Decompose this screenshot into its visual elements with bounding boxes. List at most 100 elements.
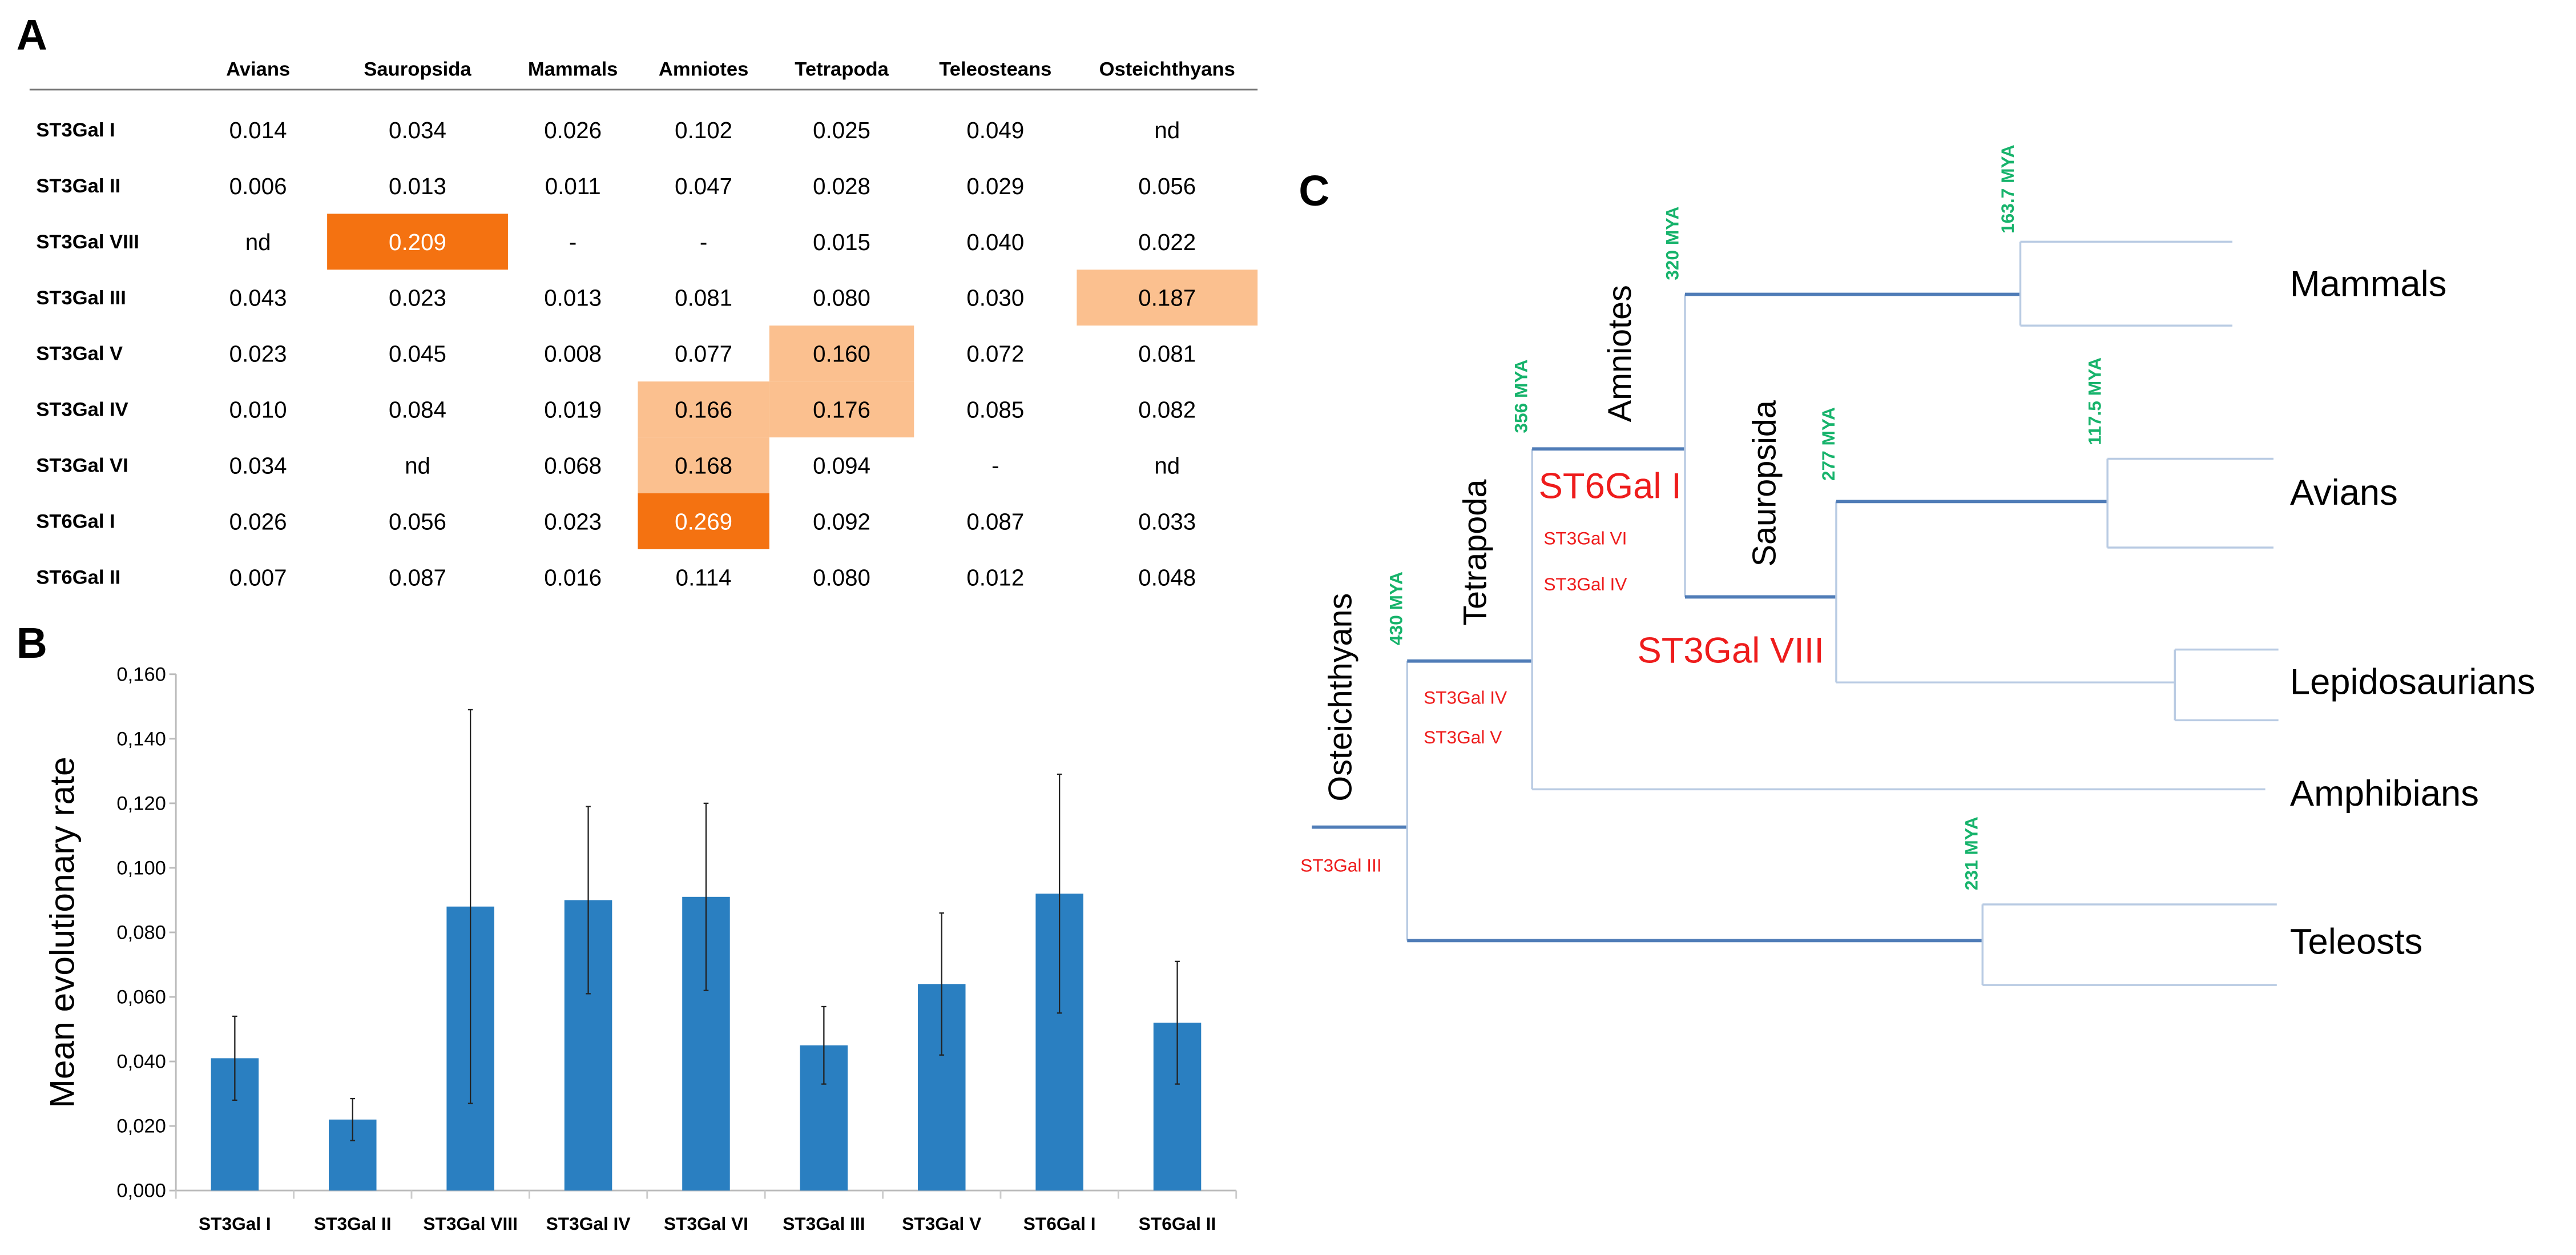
branch-amphibians [1531,449,2265,791]
y-tick-label: 0,140 [116,728,166,750]
table-cell: 0.080 [813,284,871,311]
table-cell: 0.023 [544,508,602,535]
table-cell: 0.084 [389,396,446,423]
table-cell: 0.102 [675,116,733,143]
table-cell: - [699,228,708,255]
table-cell: 0.034 [229,452,287,479]
table-cell: 0.085 [966,396,1025,423]
table-cell: 0.081 [675,284,733,311]
table-cell: 0.082 [1138,396,1196,423]
tip-avians [2106,457,2274,549]
clade-osteichthyans: Osteichthyans [1322,593,1358,802]
highlighted-cell: 0.209 [327,214,508,270]
y-tick-label: 0,020 [116,1116,166,1137]
taxon-amphibians: Amphibians [2290,774,2479,814]
table-cell: 0.023 [229,340,287,367]
column-header-osteichthyans: Osteichthyans [1099,57,1235,81]
table-cell: 0.034 [389,116,446,143]
gene-st3gal6-amniotes: ST3Gal VI [1543,528,1627,548]
table-cell: 0.043 [229,284,287,311]
table-row: ST3Gal II 0.006 0.013 0.011 0.047 0.028 0.029 0… [30,158,1257,214]
divergence-time-320: 320 MYA [1662,207,1682,280]
table-cell: 0.092 [813,508,871,535]
column-header-sauropsida: Sauropsida [364,57,471,81]
highlighted-cell: 0.187 [1077,269,1258,326]
table-cell: 0.068 [544,452,602,479]
divergence-time-430: 430 MYA [1386,572,1406,645]
table-cell: 0.049 [966,116,1025,143]
table-cell: 0.030 [966,284,1025,311]
x-tick-label: ST3Gal II [314,1213,392,1234]
table-row: ST6Gal II 0.007 0.087 0.016 0.114 0.080 0.012 0… [30,549,1257,605]
table-cell: 0.081 [1138,340,1196,367]
column-header-mammals: Mammals [527,57,618,81]
x-tick-label: ST3Gal VIII [423,1213,517,1234]
table-cell: 0.087 [389,564,446,590]
clade-sauropsida: Sauropsida [1746,400,1783,566]
table-row: ST3Gal IV 0.010 0.084 0.019 0.166 0.176 0.085 0… [30,381,1257,438]
table-cell: nd [405,452,430,479]
table-cell: 0.087 [966,508,1025,535]
table-cell: 0.023 [389,284,446,311]
table-cell: 0.040 [966,228,1025,255]
y-tick-label: 0,080 [116,922,166,943]
table-cell: - [569,228,577,255]
column-header-avians: Avians [226,57,291,81]
table-cell: 0.033 [1138,508,1196,535]
table-cell: 0.077 [675,340,733,367]
panel-label-a: A [16,10,47,59]
table-cell: 0.008 [544,340,602,367]
table-cell: 0.048 [1138,564,1196,590]
row-label: ST3Gal II [36,174,121,198]
table-cell: 0.056 [1138,172,1196,199]
y-tick-label: 0,040 [116,1051,166,1073]
table-cell: 0.013 [544,284,602,311]
x-tick-label: ST3Gal IV [546,1213,631,1234]
table-cell: 0.026 [229,508,287,535]
x-tick-label: ST6Gal I [1023,1213,1096,1234]
row-label: ST3Gal VIII [36,230,139,254]
x-tick-label: ST3Gal III [783,1213,865,1234]
highlighted-cell: 0.168 [638,437,769,494]
clade-amniotes: Amniotes [1602,285,1638,422]
row-label: ST3Gal IV [36,397,128,421]
table-cell: 0.016 [544,564,602,590]
divergence-time-117-5: 117.5 MYA [2085,357,2105,445]
x-tick-label: ST3Gal I [199,1213,271,1234]
table-cell: 0.080 [813,564,871,590]
x-tick-label: ST3Gal V [902,1213,981,1234]
highlighted-cell: 0.269 [638,493,769,549]
divergence-time-231: 231 MYA [1961,816,1982,890]
table-cell: 0.012 [966,564,1025,590]
table-row: ST3Gal III 0.043 0.023 0.013 0.081 0.080 0.030… [30,269,1258,326]
tip-mammals [2019,240,2233,327]
bar-chart: 0,000 0,020 0,040 0,060 0,080 0,100 0,120 0,140… [116,663,1237,1234]
panel-label-c: C [1299,167,1329,215]
taxon-avians: Avians [2290,473,2398,513]
phylogenetic-tree: C Mammals Avians Lepidosaurians Amp [1299,144,2535,986]
table-row: ST3Gal V 0.023 0.045 0.008 0.077 0.160 0.072 0.… [30,325,1257,382]
table-cell: 0.025 [813,116,871,143]
table-cell: 0.114 [675,564,732,590]
divergence-time-356: 356 MYA [1511,359,1531,433]
x-tick-label: ST6Gal II [1139,1213,1216,1234]
column-header-amniotes: Amniotes [658,57,749,81]
row-label: ST3Gal III [36,286,126,309]
y-tick-label: 0,060 [116,987,166,1008]
row-label: ST6Gal I [36,509,115,533]
gene-st3gal4-tetrapoda: ST3Gal IV [1424,687,1507,708]
tip-teleosts [1981,903,2277,986]
table-cell: 0.006 [229,172,287,199]
taxon-mammals: Mammals [2290,264,2447,304]
header-divider [29,89,1258,91]
column-header-tetrapoda: Tetrapoda [795,57,889,81]
table-cell: 0.010 [229,396,287,423]
table-cell: 0.028 [813,172,871,199]
gene-st3gal3-osteichthyans: ST3Gal III [1300,855,1382,875]
table-cell: 0.072 [966,340,1025,367]
gene-st3gal4-amniotes: ST3Gal IV [1543,574,1627,594]
y-tick-label: 0,120 [116,793,166,814]
divergence-time-277: 277 MYA [1818,407,1839,481]
